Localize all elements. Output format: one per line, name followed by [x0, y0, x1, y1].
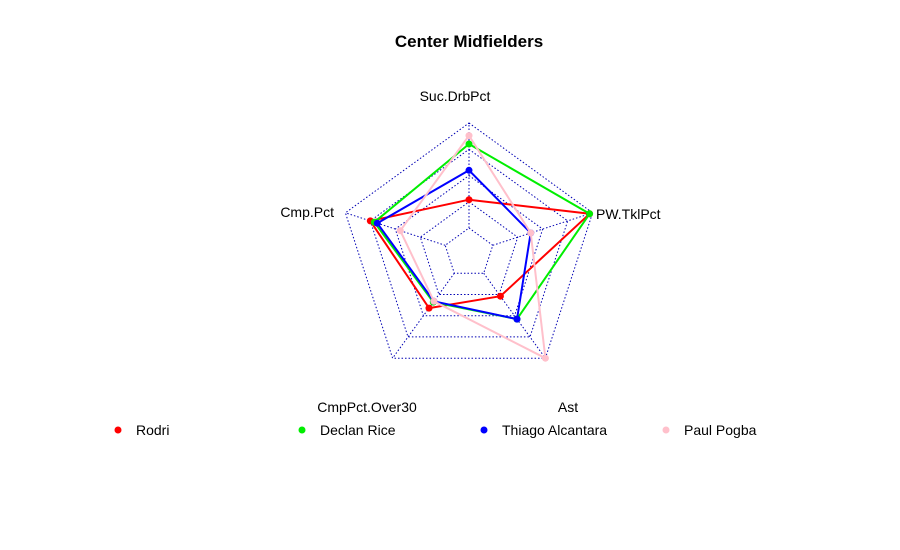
legend-item-paul-pogba: Paul Pogba [662, 422, 757, 438]
series-group [366, 132, 594, 362]
point-paul-pogba-0 [465, 132, 473, 140]
point-rodri-3 [425, 304, 433, 312]
chart-title: Center Midfielders [395, 32, 543, 51]
legend-marker-thiago-alcantara [480, 426, 488, 434]
legend-item-thiago-alcantara: Thiago Alcantara [480, 422, 607, 438]
legend-label-rodri: Rodri [136, 422, 169, 438]
legend-item-rodri: Rodri [114, 422, 169, 438]
point-thiago-alcantara-4 [373, 219, 381, 227]
axis-label-cmppct-over30: CmpPct.Over30 [317, 399, 417, 415]
grid-ring-4 [344, 122, 594, 359]
axis-label-suc-drbpct: Suc.DrbPct [420, 88, 491, 104]
point-paul-pogba-4 [396, 227, 404, 235]
point-thiago-alcantara-2 [513, 315, 521, 323]
grid-spoke-2 [483, 272, 546, 359]
legend-label-declan-rice: Declan Rice [320, 422, 396, 438]
series-line-declan-rice [373, 143, 591, 321]
point-paul-pogba-1 [527, 229, 535, 237]
grid-ring-0 [444, 227, 494, 274]
point-rodri-0 [465, 196, 473, 204]
legend-marker-rodri [114, 426, 122, 434]
series-line-thiago-alcantara [376, 169, 532, 321]
point-paul-pogba-2 [541, 354, 549, 362]
point-declan-rice-1 [586, 210, 594, 218]
series-line-paul-pogba [399, 134, 547, 360]
point-paul-pogba-3 [430, 297, 438, 305]
grid-spoke-3 [392, 272, 455, 359]
point-rodri-2 [496, 292, 504, 300]
series-thiago-alcantara [373, 166, 535, 323]
legend-item-declan-rice: Declan Rice [298, 422, 396, 438]
legend-label-paul-pogba: Paul Pogba [684, 422, 757, 438]
axis-labels: Suc.DrbPct PW.TklPct Ast CmpPct.Over30 C… [280, 88, 660, 415]
legend-label-thiago-alcantara: Thiago Alcantara [502, 422, 607, 438]
legend-marker-declan-rice [298, 426, 306, 434]
series-line-rodri [369, 198, 591, 310]
point-declan-rice-0 [465, 140, 473, 148]
legend-marker-paul-pogba [662, 426, 670, 434]
point-thiago-alcantara-0 [465, 166, 473, 174]
legend: Rodri Declan Rice Thiago Alcantara Paul … [114, 422, 757, 438]
axis-label-pw-tklpct: PW.TklPct [596, 206, 661, 222]
grid-ring-1 [419, 201, 519, 295]
grid-ring-2 [394, 174, 544, 317]
axis-label-cmp-pct: Cmp.Pct [280, 204, 334, 220]
series-paul-pogba [396, 132, 549, 362]
axis-label-ast: Ast [558, 399, 578, 415]
